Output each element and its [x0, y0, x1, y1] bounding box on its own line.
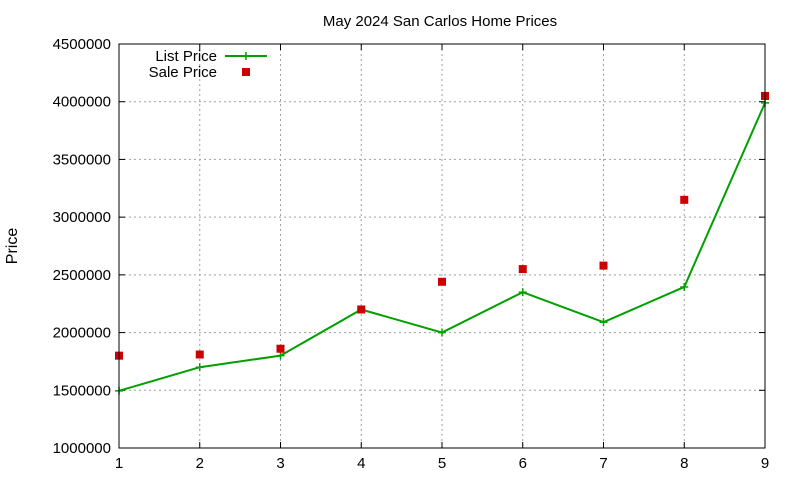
- y-tick-label: 3000000: [53, 209, 111, 226]
- y-tick-label: 2000000: [53, 325, 111, 342]
- sale-price-point: [438, 277, 446, 286]
- list-price-point: [680, 282, 689, 291]
- sale-price-point: [357, 305, 366, 314]
- list-price-point: [518, 288, 527, 297]
- sale-price-point: [518, 265, 527, 274]
- x-tick-label: 3: [276, 455, 284, 472]
- legend-label-sale-price: Sale Price: [149, 64, 217, 81]
- x-tick-label: 9: [761, 455, 769, 472]
- sale-price-point: [599, 261, 608, 270]
- legend-label-list-price: List Price: [155, 48, 217, 65]
- y-tick-label: 3500000: [53, 151, 111, 168]
- grid: [119, 44, 765, 448]
- axes: 1000000 1500000 2000000 2500000 3000000 35000…: [53, 36, 770, 472]
- x-tick-label: 4: [357, 455, 365, 472]
- y-tick-label: 1500000: [53, 382, 111, 399]
- plot-frame: [118, 43, 766, 449]
- x-tick-label: 8: [680, 455, 688, 472]
- list-price-point: [438, 328, 446, 337]
- y-tick-label: 1000000: [53, 440, 111, 457]
- chart-title: May 2024 San Carlos Home Prices: [323, 13, 557, 30]
- legend-marker-list-price: [242, 52, 250, 60]
- list-price-point: [276, 351, 285, 360]
- x-tick-label: 6: [519, 455, 527, 472]
- y-axis-label: Price: [4, 228, 21, 265]
- y-tick-label: 4500000: [53, 36, 111, 53]
- list-price-point: [195, 363, 204, 372]
- list-price-line: [118, 102, 766, 392]
- sale-price-point: [680, 195, 689, 204]
- y-tick-label: 2500000: [53, 267, 111, 284]
- x-tick-label: 5: [438, 455, 446, 472]
- y-tick-label: 4000000: [53, 94, 111, 111]
- sale-price-point: [276, 344, 285, 353]
- list-price-point: [599, 318, 608, 327]
- legend-swatch-sale-price: [242, 68, 250, 76]
- x-tick-label: 7: [599, 455, 607, 472]
- x-tick-label: 1: [115, 455, 123, 472]
- sale-price-point: [195, 350, 204, 359]
- x-tick-label: 2: [196, 455, 204, 472]
